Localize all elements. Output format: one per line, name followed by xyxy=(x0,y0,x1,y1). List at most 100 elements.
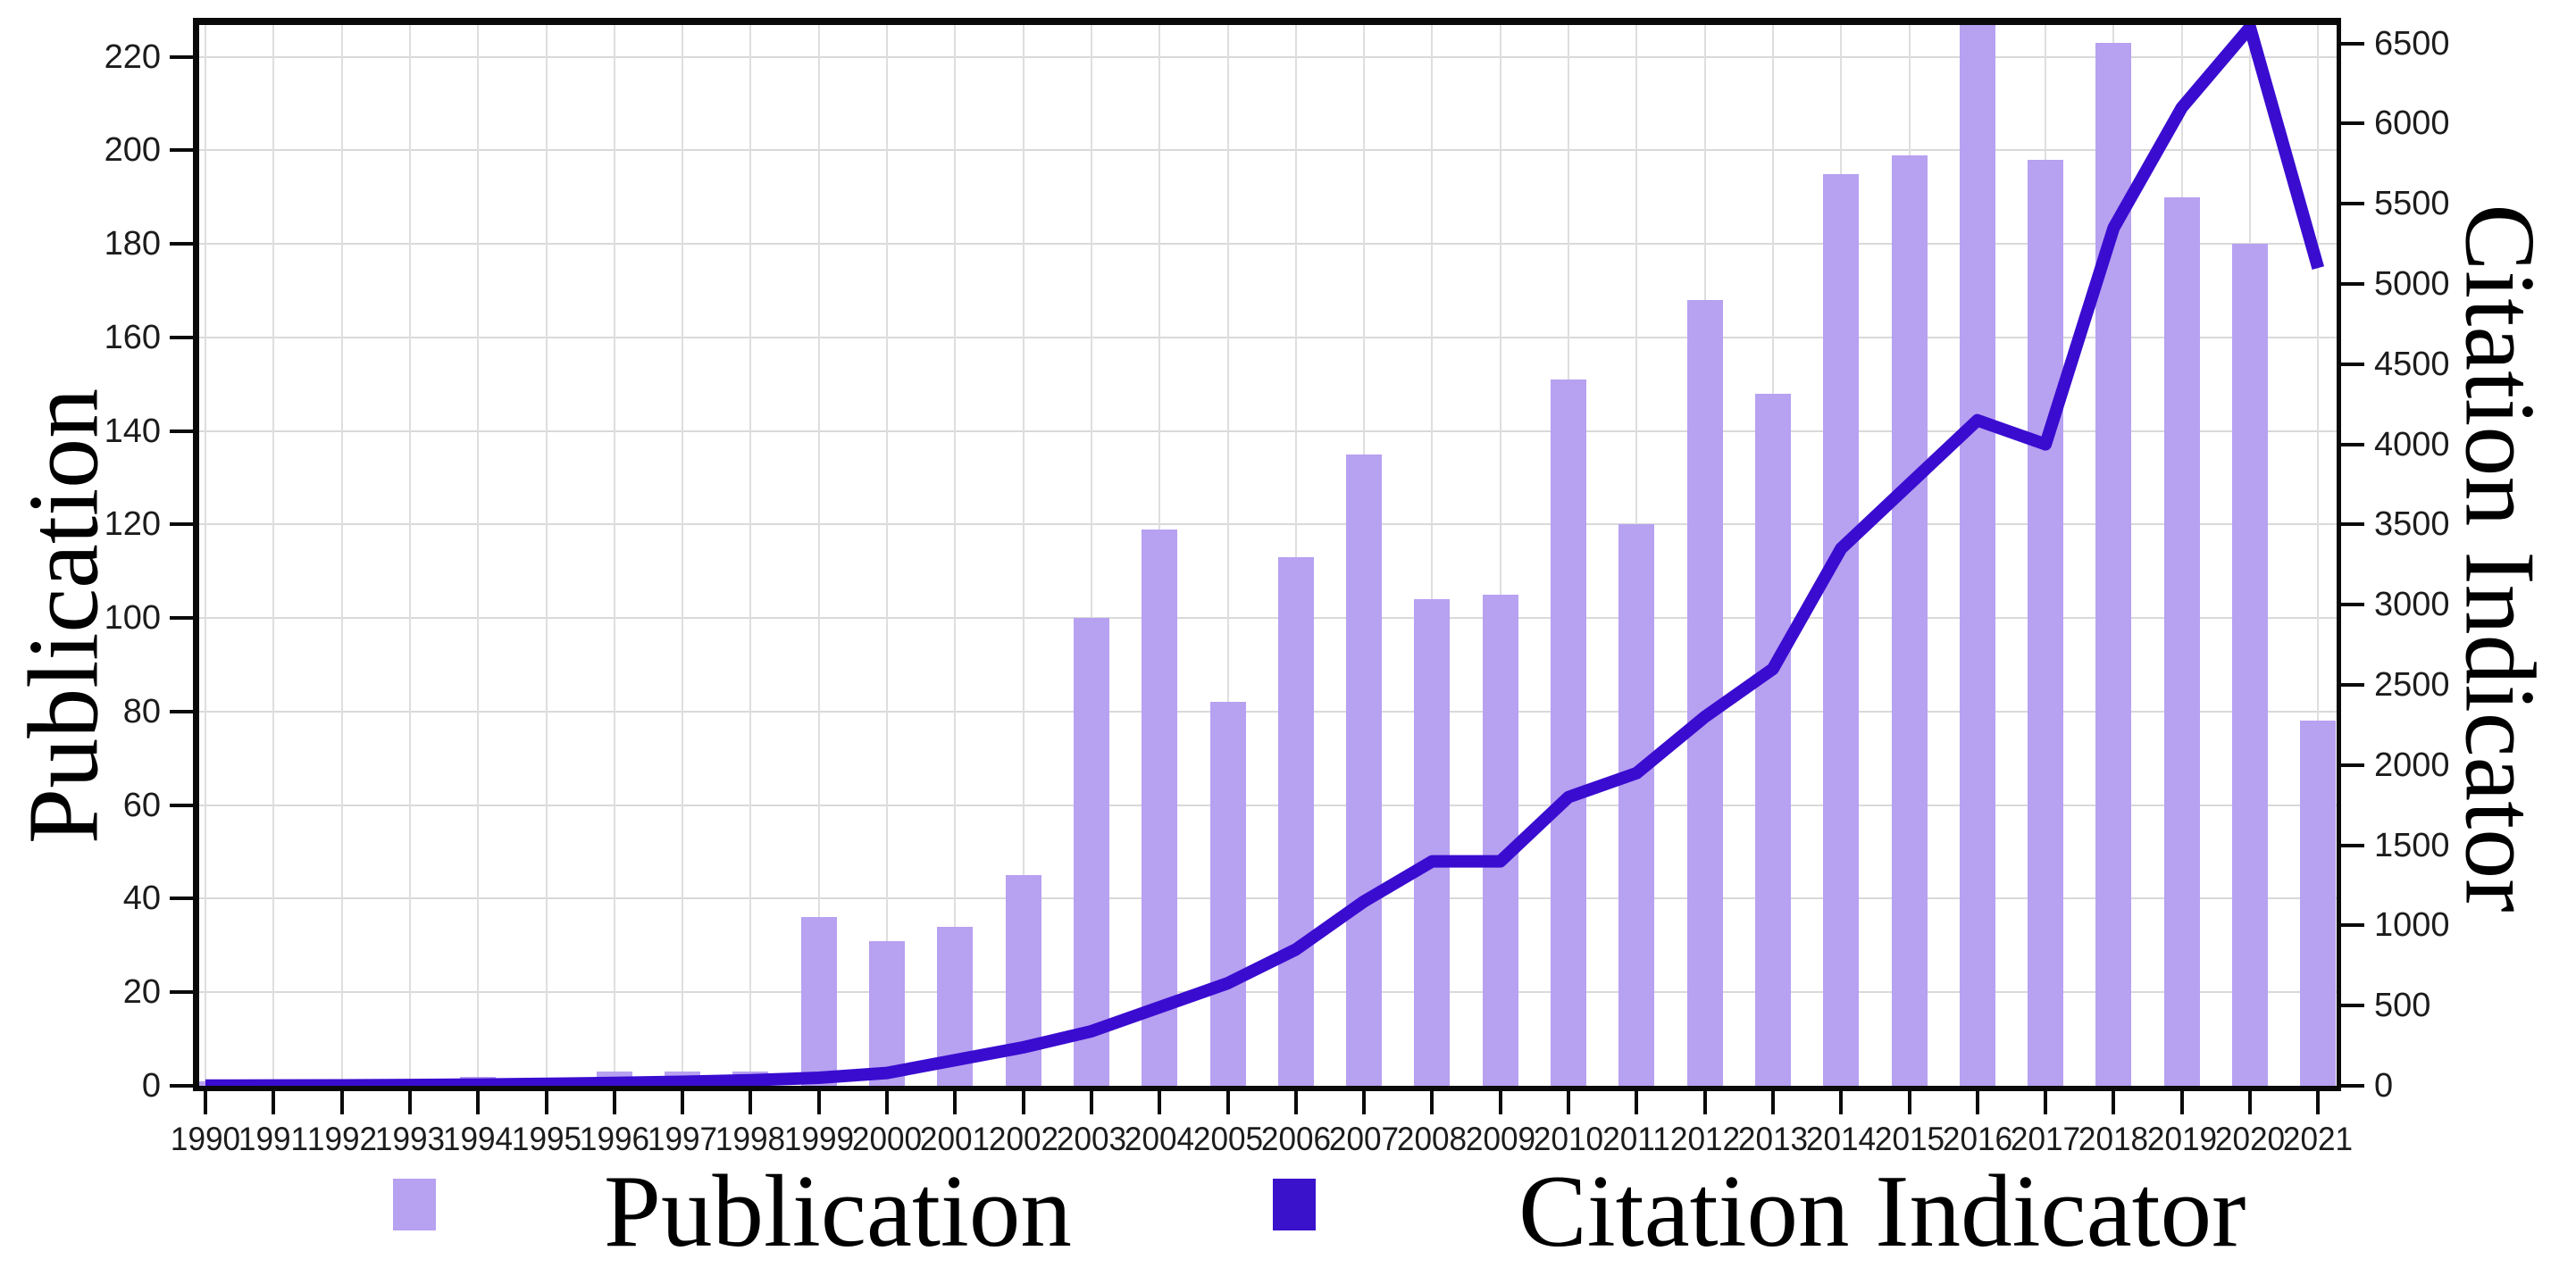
left-tick-label: 60 xyxy=(122,786,161,824)
v-gridline xyxy=(1431,25,1434,1086)
x-tick-label: 2017 xyxy=(2010,1121,2081,1157)
left-tick-mark xyxy=(170,54,193,59)
v-gridline xyxy=(613,25,615,1086)
x-tick-mark xyxy=(2248,1091,2252,1114)
x-tick-mark xyxy=(1770,1091,1775,1114)
v-gridline xyxy=(545,25,548,1086)
h-gridline xyxy=(199,55,2337,58)
h-gridline xyxy=(199,617,2337,620)
line-series-citation-indicator xyxy=(205,25,2325,1086)
x-tick-label: 1995 xyxy=(511,1121,581,1157)
x-tick-label: 2002 xyxy=(988,1121,1058,1157)
x-tick-label: 1997 xyxy=(647,1121,718,1157)
right-tick-label: 0 xyxy=(2374,1067,2394,1105)
publication-bar xyxy=(1891,154,1928,1086)
v-gridline xyxy=(682,25,684,1086)
publication-bar xyxy=(1482,595,1518,1086)
x-tick-mark xyxy=(1635,1091,1639,1114)
x-tick-label: 2015 xyxy=(1874,1121,1945,1157)
x-tick-mark xyxy=(749,1091,753,1114)
h-gridline xyxy=(199,243,2337,246)
x-tick-mark xyxy=(407,1091,412,1114)
x-tick-mark xyxy=(1567,1091,1570,1114)
v-gridline xyxy=(477,25,480,1086)
left-tick-mark xyxy=(170,897,193,901)
x-tick-mark xyxy=(1089,1091,1093,1114)
v-gridline xyxy=(749,25,752,1086)
left-tick-label: 100 xyxy=(104,599,161,638)
right-tick-mark xyxy=(2341,923,2364,928)
x-tick-label: 2003 xyxy=(1056,1121,1126,1157)
right-tick-label: 4000 xyxy=(2374,425,2450,463)
left-tick-label: 80 xyxy=(122,692,161,730)
right-tick-label: 4500 xyxy=(2374,345,2450,383)
left-tick-label: 0 xyxy=(141,1067,161,1105)
left-tick-label: 20 xyxy=(122,973,161,1012)
legend-label-publication: Publication xyxy=(604,1155,1072,1268)
right-tick-mark xyxy=(2341,121,2364,126)
x-tick-label: 2004 xyxy=(1125,1121,1195,1157)
legend: Publication Citation Indicator xyxy=(0,1155,2576,1276)
x-tick-label: 2016 xyxy=(1942,1121,2012,1157)
legend-swatch-citation-indicator xyxy=(1273,1179,1316,1230)
v-gridline xyxy=(817,25,820,1086)
v-gridline xyxy=(1294,25,1297,1086)
x-tick-label: 2011 xyxy=(1602,1121,1671,1157)
publication-bar xyxy=(1686,300,1723,1086)
x-tick-mark xyxy=(953,1091,958,1114)
publication-bar xyxy=(2300,721,2337,1086)
v-gridline xyxy=(272,25,275,1086)
h-gridline xyxy=(199,897,2337,900)
right-tick-mark xyxy=(2341,282,2364,287)
x-tick-mark xyxy=(1225,1091,1230,1114)
v-gridline xyxy=(205,25,206,1086)
right-tick-mark xyxy=(2341,522,2364,527)
publication-bar xyxy=(1209,702,1246,1086)
x-tick-label: 2018 xyxy=(2078,1121,2149,1157)
v-gridline xyxy=(1090,25,1092,1086)
left-tick-mark xyxy=(170,522,193,527)
left-tick-mark xyxy=(170,335,193,339)
publication-bar xyxy=(869,940,905,1086)
h-gridline xyxy=(199,523,2337,526)
left-tick-mark xyxy=(170,990,193,995)
left-tick-mark xyxy=(170,1084,193,1088)
x-tick-mark xyxy=(2044,1091,2048,1114)
left-tick-label: 220 xyxy=(104,38,161,76)
x-tick-mark xyxy=(2179,1091,2184,1114)
h-gridline xyxy=(199,149,2337,152)
right-tick-mark xyxy=(2341,362,2364,366)
left-tick-label: 180 xyxy=(104,225,161,263)
publication-bar xyxy=(2232,244,2268,1086)
x-tick-label: 2013 xyxy=(1737,1121,1808,1157)
x-tick-label: 1990 xyxy=(170,1121,241,1157)
right-tick-label: 6500 xyxy=(2374,24,2450,63)
x-tick-label: 1993 xyxy=(374,1121,445,1157)
right-tick-label: 2500 xyxy=(2374,666,2450,705)
v-gridline xyxy=(340,25,343,1086)
x-tick-label: 2020 xyxy=(2214,1121,2286,1157)
publication-bar xyxy=(1277,557,1314,1086)
v-gridline xyxy=(1226,25,1229,1086)
right-tick-label: 1500 xyxy=(2374,826,2450,864)
v-gridline xyxy=(1499,25,1501,1086)
publication-bar xyxy=(1414,599,1451,1086)
x-tick-mark xyxy=(1498,1091,1502,1114)
left-tick-mark xyxy=(170,242,193,246)
left-tick-label: 120 xyxy=(104,505,161,544)
publication-bar xyxy=(1618,524,1655,1086)
x-tick-mark xyxy=(1907,1091,1911,1114)
x-tick-label: 1991 xyxy=(238,1121,309,1157)
v-gridline xyxy=(408,25,411,1086)
legend-swatch-publication xyxy=(393,1179,436,1230)
v-gridline xyxy=(886,25,888,1086)
left-tick-label: 140 xyxy=(104,412,161,450)
x-tick-mark xyxy=(1430,1091,1434,1114)
x-tick-label: 1994 xyxy=(443,1121,514,1157)
right-tick-label: 3500 xyxy=(2374,505,2450,544)
x-tick-mark xyxy=(2112,1091,2116,1114)
publication-bar xyxy=(2028,159,2064,1086)
right-tick-label: 5500 xyxy=(2374,185,2450,223)
h-gridline xyxy=(199,991,2337,994)
